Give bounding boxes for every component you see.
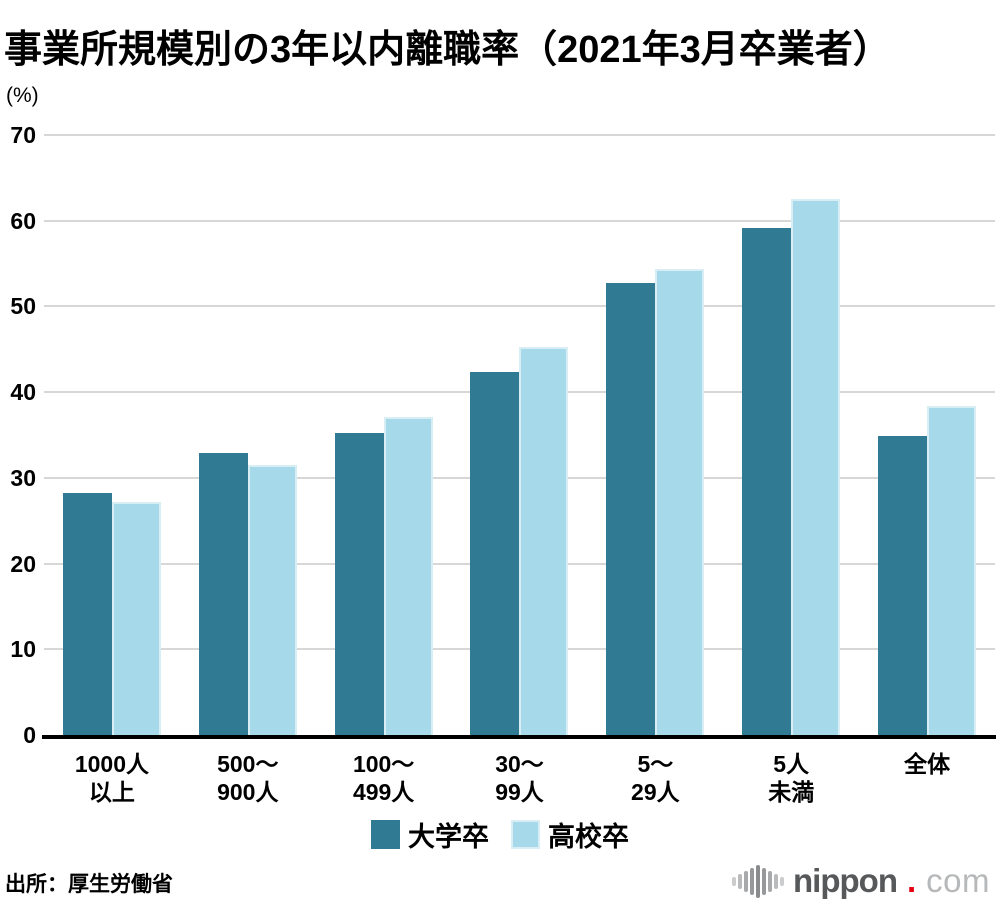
x-axis-label-line: 以上 bbox=[88, 779, 135, 805]
x-axis-label-line: 30〜 bbox=[495, 751, 544, 777]
x-axis-label-7: 全体 bbox=[859, 750, 995, 778]
x-axis-label-line: 29人 bbox=[631, 779, 680, 805]
bar-group-6 bbox=[723, 135, 859, 735]
chart-title: 事業所規模別の3年以内離職率（2021年3月卒業者） bbox=[4, 29, 891, 72]
bar-group-7 bbox=[859, 135, 995, 735]
bar-university-grad-3 bbox=[334, 433, 384, 735]
logo-wave-bar bbox=[756, 864, 761, 898]
legend-label-university-grad: 大学卒 bbox=[408, 822, 489, 852]
y-tick-70: 70 bbox=[10, 122, 36, 148]
y-tick-60: 60 bbox=[10, 207, 36, 234]
x-axis-label-4: 30〜 99人 bbox=[452, 750, 588, 806]
bar-high-school-grad-6 bbox=[791, 199, 841, 735]
bar-high-school-grad-3 bbox=[383, 417, 433, 735]
bar-group-5 bbox=[587, 135, 723, 735]
bar-university-grad-5 bbox=[606, 283, 656, 735]
x-axis-line bbox=[42, 735, 996, 739]
bar-high-school-grad-7 bbox=[927, 405, 977, 735]
logo-wave-bar bbox=[768, 870, 773, 892]
legend-label-high-school-grad: 高校卒 bbox=[548, 822, 629, 852]
y-axis-unit-label: (%) bbox=[6, 84, 39, 107]
logo-wave-bar bbox=[780, 876, 785, 886]
x-axis-label-line: 100〜 bbox=[352, 751, 415, 777]
gridline-70 bbox=[44, 134, 995, 136]
x-axis-label-2: 500〜 900人 bbox=[180, 750, 316, 806]
legend-item-university-grad: 大学卒 bbox=[371, 815, 489, 854]
x-axis-label-line: 99人 bbox=[495, 779, 544, 805]
bar-group-4 bbox=[452, 135, 588, 735]
bar-group-1 bbox=[44, 135, 180, 735]
x-axis-label-line: 5〜 bbox=[637, 751, 674, 777]
logo-wave-bar bbox=[732, 876, 737, 886]
logo-wave-bar bbox=[774, 873, 779, 889]
x-axis-label-6: 5人 未満 bbox=[723, 750, 859, 806]
bar-university-grad-1 bbox=[62, 493, 112, 735]
y-tick-50: 50 bbox=[10, 293, 36, 320]
gridline-60 bbox=[44, 219, 995, 222]
x-axis-label-line: 1000人 bbox=[74, 751, 149, 777]
bar-high-school-grad-4 bbox=[519, 346, 569, 735]
x-axis-label-line: 499人 bbox=[352, 779, 415, 805]
nippon-logo-wave-icon bbox=[732, 863, 785, 899]
bar-group-2 bbox=[180, 135, 316, 735]
y-tick-30: 30 bbox=[10, 464, 36, 491]
logo-wave-bar bbox=[744, 870, 749, 892]
logo-wave-bar bbox=[738, 873, 743, 889]
logo-dot: . bbox=[906, 862, 917, 899]
y-tick-20: 20 bbox=[10, 550, 36, 577]
bar-chart-plot-area: 0 10 20 30 40 50 60 70 1000人 以上 500〜 900人 100〜 499人 3… bbox=[10, 122, 996, 805]
nippon-logo: nippon . com bbox=[732, 856, 990, 906]
chart-legend: 大学卒 高校卒 bbox=[0, 815, 1000, 854]
bar-university-grad-7 bbox=[878, 435, 928, 735]
x-axis-label-line: 500〜 bbox=[217, 751, 279, 777]
logo-text-com: com bbox=[926, 862, 990, 899]
x-axis-label-line: 900人 bbox=[217, 779, 279, 805]
bar-high-school-grad-2 bbox=[247, 465, 297, 735]
bar-high-school-grad-1 bbox=[111, 501, 161, 735]
bar-university-grad-6 bbox=[742, 228, 792, 735]
x-axis-label-line: 全体 bbox=[904, 751, 951, 777]
bar-high-school-grad-5 bbox=[655, 268, 705, 735]
logo-text-nippon: nippon bbox=[793, 862, 898, 899]
bar-university-grad-4 bbox=[470, 371, 520, 735]
logo-wave-bar bbox=[750, 867, 755, 895]
x-axis-label-3: 100〜 499人 bbox=[316, 750, 452, 806]
y-tick-40: 40 bbox=[10, 379, 36, 406]
bar-university-grad-2 bbox=[198, 453, 248, 735]
x-axis-label-1: 1000人 以上 bbox=[44, 750, 180, 806]
legend-swatch-university-grad bbox=[371, 820, 400, 849]
x-axis-label-line: 未満 bbox=[768, 779, 815, 805]
x-axis-label-5: 5〜 29人 bbox=[587, 750, 723, 806]
y-tick-0: 0 bbox=[23, 722, 36, 748]
y-tick-10: 10 bbox=[10, 636, 36, 663]
bar-group-3 bbox=[316, 135, 452, 735]
gridline-50 bbox=[44, 305, 995, 308]
source-note: 出所：厚生労働省 bbox=[5, 873, 173, 896]
logo-wave-bar bbox=[762, 867, 767, 895]
legend-swatch-high-school-grad bbox=[511, 820, 540, 849]
legend-item-high-school-grad: 高校卒 bbox=[511, 815, 629, 854]
x-axis-label-line: 5人 bbox=[773, 751, 810, 777]
